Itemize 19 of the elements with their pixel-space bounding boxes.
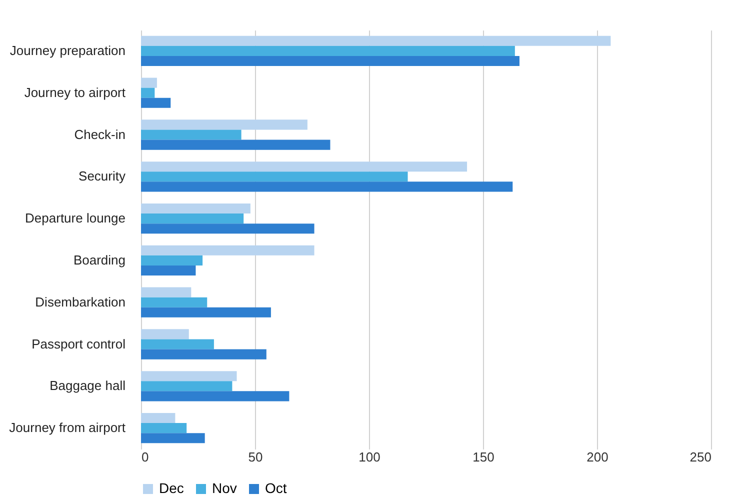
y-tick-label: Baggage hall (50, 378, 126, 394)
x-tick-label: 100 (358, 450, 380, 464)
y-tick-label: Security (78, 168, 126, 184)
legend-label: Oct (265, 480, 287, 496)
y-tick-label: Journey preparation (10, 42, 126, 58)
x-tick-label: 0 (142, 450, 149, 464)
x-tick-label: 150 (472, 450, 494, 464)
y-tick-label: Check-in (74, 126, 126, 142)
legend-label: Nov (212, 480, 237, 496)
y-tick-label: Passport control (32, 336, 126, 352)
x-tick-label: 250 (690, 450, 712, 464)
y-tick-label: Journey to airport (24, 84, 126, 100)
legend-label: Dec (159, 480, 184, 496)
y-tick-label: Disembarkation (35, 294, 126, 310)
x-tick-label: 50 (248, 450, 263, 464)
y-tick-label: Journey from airport (9, 420, 126, 436)
y-tick-label: Departure lounge (25, 210, 126, 226)
y-tick-label: Boarding (73, 252, 126, 268)
x-tick-label: 200 (586, 450, 608, 464)
